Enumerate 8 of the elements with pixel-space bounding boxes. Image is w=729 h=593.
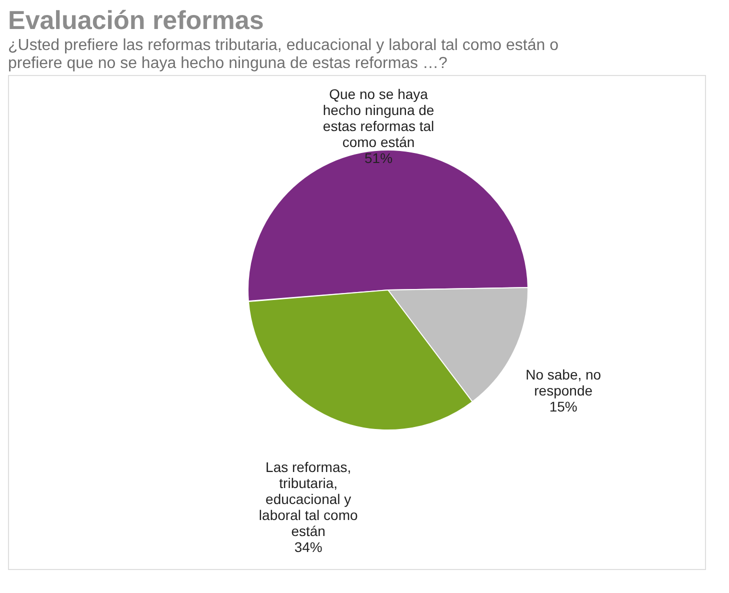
data-label: 15% (549, 398, 578, 414)
slice-label: Las reformas, tributaria, educacional y laboral tal como están (258, 458, 358, 539)
slice-label: No sabe, no responde (526, 366, 602, 398)
slice-label: Que no se haya hecho ninguna de estas reformas tal como están (322, 86, 434, 150)
data-label: 51% (364, 150, 393, 166)
chart-subtitle: ¿Usted prefiere las reformas tributaria, educacional y laboral tal como están o prefiere que no se haya hecho ninguna de estas reformas …? (8, 37, 559, 72)
chart-title: Evaluación reformas (8, 5, 264, 35)
data-label: 34% (294, 538, 322, 555)
